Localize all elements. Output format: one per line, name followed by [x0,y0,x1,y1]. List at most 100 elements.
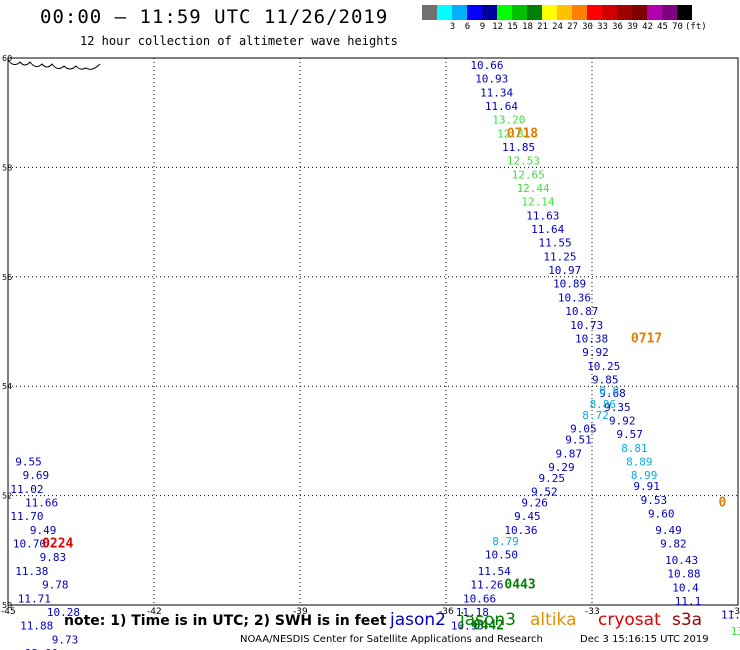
footer-credit: NOAA/NESDIS Center for Satellite Applica… [240,634,543,645]
wave-height-value: 11.85 [502,141,535,154]
wave-height-value: 10.73 [570,319,603,332]
coastline [7,59,101,70]
legend-label: 30 [582,22,593,32]
lon-tick-label: -30 [731,607,740,617]
wave-height-value: 11.66 [25,497,58,510]
sat-jason3: jason3 [460,610,516,630]
wave-height-value: 12.14 [521,196,554,209]
color-legend [422,5,692,20]
legend-label: 6 [464,22,471,32]
legend-swatch [422,5,437,20]
wave-height-value: 11.63 [526,209,559,222]
wave-height-value: 9.35 [604,401,631,414]
wave-height-value: 9.53 [641,494,668,507]
wave-height-value: 9.29 [548,461,575,474]
pass-time-label: 0443 [504,578,535,593]
legend-swatch [497,5,512,20]
legend-label: 24 [552,22,563,32]
wave-height-value: 10.50 [485,549,518,562]
wave-height-value: 9.85 [592,373,619,386]
wave-height-value: 11. [721,609,740,622]
wave-height-value: 11.70 [10,510,43,523]
wave-height-value: 8.99 [631,469,658,482]
lon-tick-label: -36 [439,607,454,617]
legend-swatch [467,5,482,20]
wave-height-value: 10.66 [463,592,496,605]
wave-height-value: 10.95 [451,620,484,633]
note-text: note: 1) Time is in UTC; 2) SWH is in fe… [64,613,387,629]
legend-swatch [617,5,632,20]
note-bar: note: 1) Time is in UTC; 2) SWH is in fe… [0,610,740,632]
wave-height-value: 9.05 [570,423,597,436]
pass-time-label: 0717 [631,331,662,346]
legend-swatch [437,5,452,20]
wave-height-value: 12.53 [507,155,540,168]
wave-height-value: 8.86 [590,398,617,411]
wave-height-value: 9.82 [660,538,687,551]
wave-height-value: 8.72 [582,409,609,422]
pass-time-label: 0224 [42,537,73,552]
footer-timestamp: Dec 3 15:16:15 UTC 2019 [580,634,709,645]
lat-tick-label: 50 [2,601,12,610]
map-frame [7,57,739,606]
legend-label: 33 [597,22,608,32]
lat-tick-label: 56 [2,273,12,282]
wave-height-value: 13 [731,625,740,638]
wave-height-value: 9.51 [565,434,592,447]
wave-height-value: 10.97 [548,264,581,277]
wave-height-value: 11.64 [531,223,564,236]
legend-swatch [557,5,572,20]
wave-height-value: 10.93 [475,73,508,86]
legend-swatch [662,5,677,20]
legend-label: 42 [642,22,653,32]
wave-height-value: 10.43 [665,554,698,567]
legend-label: 9 [479,22,486,32]
sat-altika: altika [530,610,577,630]
legend-label: 12 [492,22,503,32]
sat-s3a: s3a [672,610,703,630]
wave-height-value: 9.49 [655,524,682,537]
lon-tick-label: -39 [293,607,308,617]
wave-height-value: 10.89 [553,278,586,291]
lon-tick-label: -33 [585,607,600,617]
legend-swatch [542,5,557,20]
legend-label: (ft) [685,22,707,32]
wave-height-value: 12.00 [25,647,58,650]
legend-label: 36 [612,22,623,32]
wave-height-value: 9.55 [15,456,42,469]
wave-height-value: 10.88 [667,568,700,581]
wave-height-value: 9.92 [609,414,636,427]
wave-height-value: 9.87 [556,447,583,460]
legend-swatch [512,5,527,20]
sat-cryosat: cryosat [598,610,661,630]
wave-height-value: 11.25 [543,250,576,263]
wave-height-value: 10.28 [47,606,80,619]
pass-time-label: 0442 [473,619,504,634]
legend-swatch [452,5,467,20]
wave-height-value: 11.34 [480,86,513,99]
legend-label: 27 [567,22,578,32]
wave-height-value: 9.92 [582,346,609,359]
wave-height-value: 9.25 [538,472,565,485]
legend-label: 21 [537,22,548,32]
legend-label: 15 [507,22,518,32]
legend-swatch [527,5,542,20]
lat-tick-label: 58 [2,163,12,172]
legend-swatch [572,5,587,20]
wave-height-value: 10.36 [504,524,537,537]
wave-height-value: 11.55 [538,237,571,250]
wave-height-value: 9.49 [30,524,57,537]
wave-height-value: 11.38 [15,565,48,578]
sat-jason2: jason2 [390,610,446,630]
wave-height-value: 11.54 [478,565,511,578]
wave-height-value: 10.4 [672,581,699,594]
legend-label: 18 [522,22,533,32]
pass-time-label: 0718 [507,126,538,141]
page-title: 00:00 — 11:59 UTC 11/26/2019 [40,6,389,28]
wave-height-value: 10.36 [558,291,591,304]
legend-label: 3 [449,22,456,32]
wave-height-value: 9.69 [23,469,49,482]
page-subtitle: 12 hour collection of altimeter wave hei… [80,34,398,48]
wave-height-value: 10.66 [470,59,503,72]
